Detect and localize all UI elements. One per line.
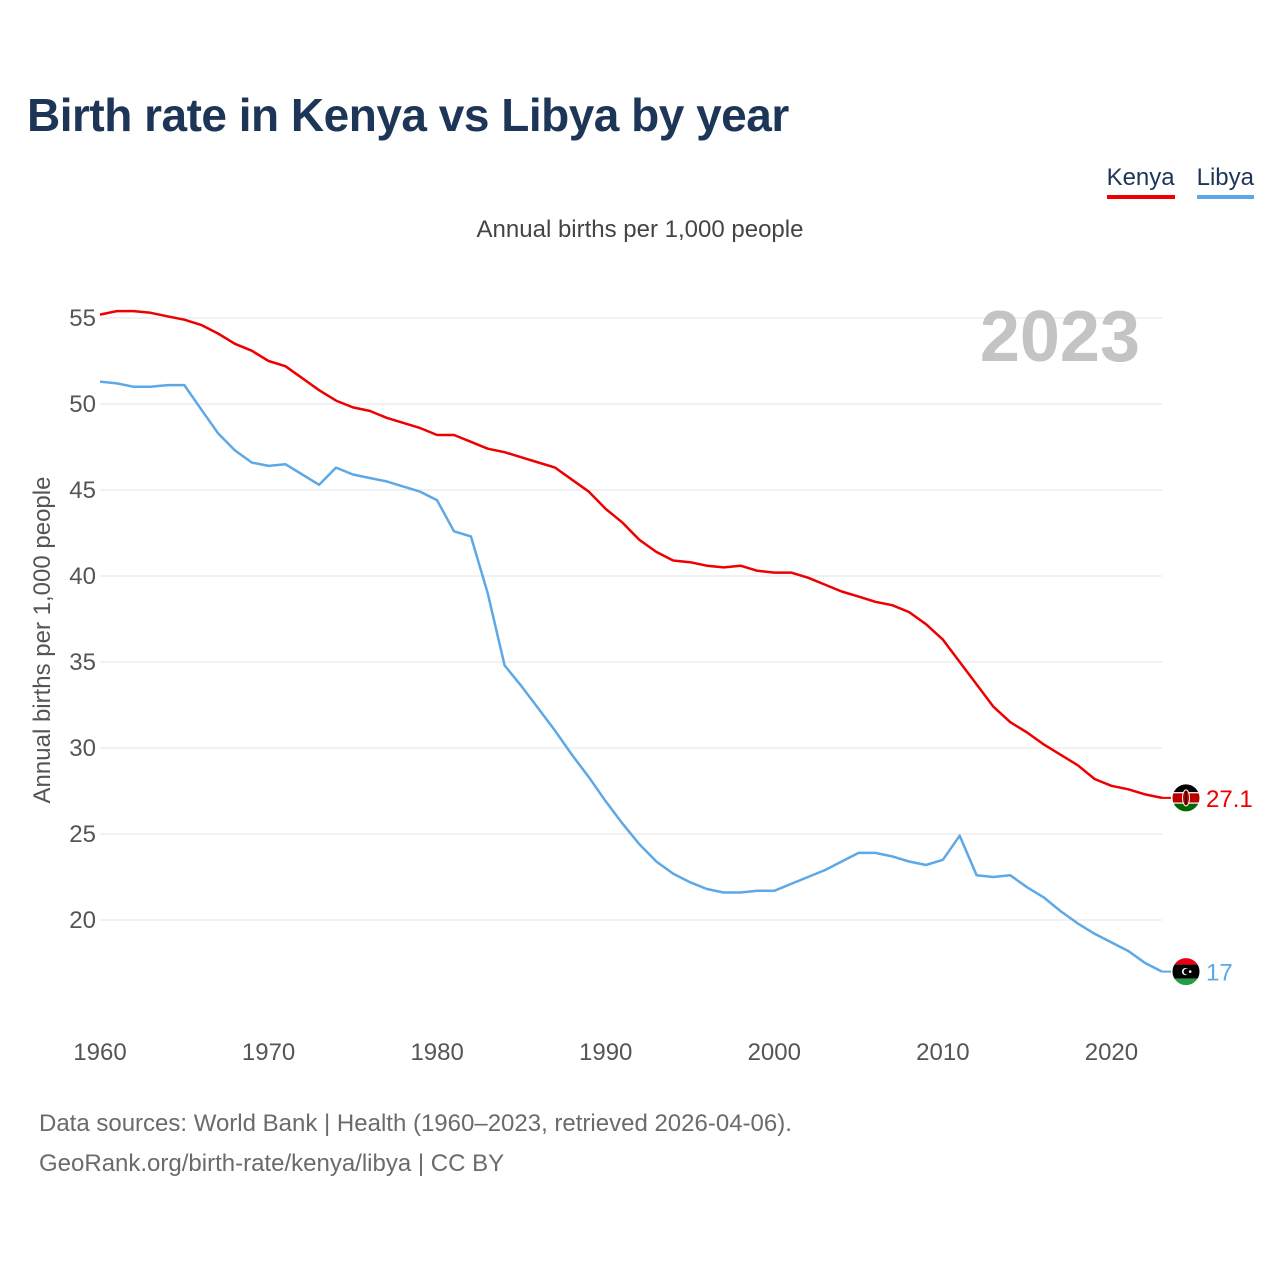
y-tick-label: 55 — [69, 305, 96, 332]
y-axis-ticks: 20 25 30 35 40 45 50 55 — [69, 305, 96, 934]
y-tick-label: 30 — [69, 735, 96, 762]
y-tick-label: 20 — [69, 907, 96, 934]
y-tick-label: 40 — [69, 563, 96, 590]
legend-item-libya[interactable]: Libya — [1196, 164, 1254, 199]
x-tick-label: 2020 — [1085, 1039, 1138, 1066]
grid-lines — [100, 317, 1162, 921]
footer-link[interactable]: GeoRank.org/birth-rate/kenya/libya | CC … — [39, 1150, 505, 1177]
legend: Kenya Libya — [1106, 164, 1254, 199]
year-watermark: 2023 — [980, 297, 1140, 377]
chart-subtitle: Annual births per 1,000 people — [476, 216, 804, 243]
y-tick-label: 25 — [69, 821, 96, 848]
x-axis-ticks: 1960 1970 1980 1990 2000 2010 2020 — [73, 1039, 1138, 1066]
x-tick-label: 1990 — [579, 1039, 632, 1066]
series-line-libya[interactable] — [99, 380, 1163, 973]
y-tick-label: 50 — [69, 391, 96, 418]
page-title: Birth rate in Kenya vs Libya by year — [27, 89, 789, 141]
footer-sources: Data sources: World Bank | Health (1960–… — [39, 1110, 792, 1137]
legend-item-kenya[interactable]: Kenya — [1106, 164, 1175, 199]
x-tick-label: 1960 — [73, 1039, 126, 1066]
series-end-markers: 27.1 17 — [1162, 783, 1253, 987]
y-tick-label: 35 — [69, 649, 96, 676]
series-lines — [99, 309, 1163, 973]
y-tick-label: 45 — [69, 477, 96, 504]
kenya-flag-icon — [1171, 783, 1201, 813]
x-tick-label: 1970 — [242, 1039, 295, 1066]
end-value-label-libya: 17 — [1206, 960, 1233, 987]
x-tick-label: 2000 — [748, 1039, 801, 1066]
x-tick-label: 1980 — [410, 1039, 463, 1066]
libya-flag-icon — [1171, 957, 1201, 987]
footer: Data sources: World Bank | Health (1960–… — [39, 1104, 792, 1184]
y-axis-label: Annual births per 1,000 people — [29, 477, 56, 804]
x-tick-label: 2010 — [916, 1039, 969, 1066]
series-line-kenya[interactable] — [99, 309, 1163, 800]
end-value-label-kenya: 27.1 — [1206, 786, 1253, 813]
